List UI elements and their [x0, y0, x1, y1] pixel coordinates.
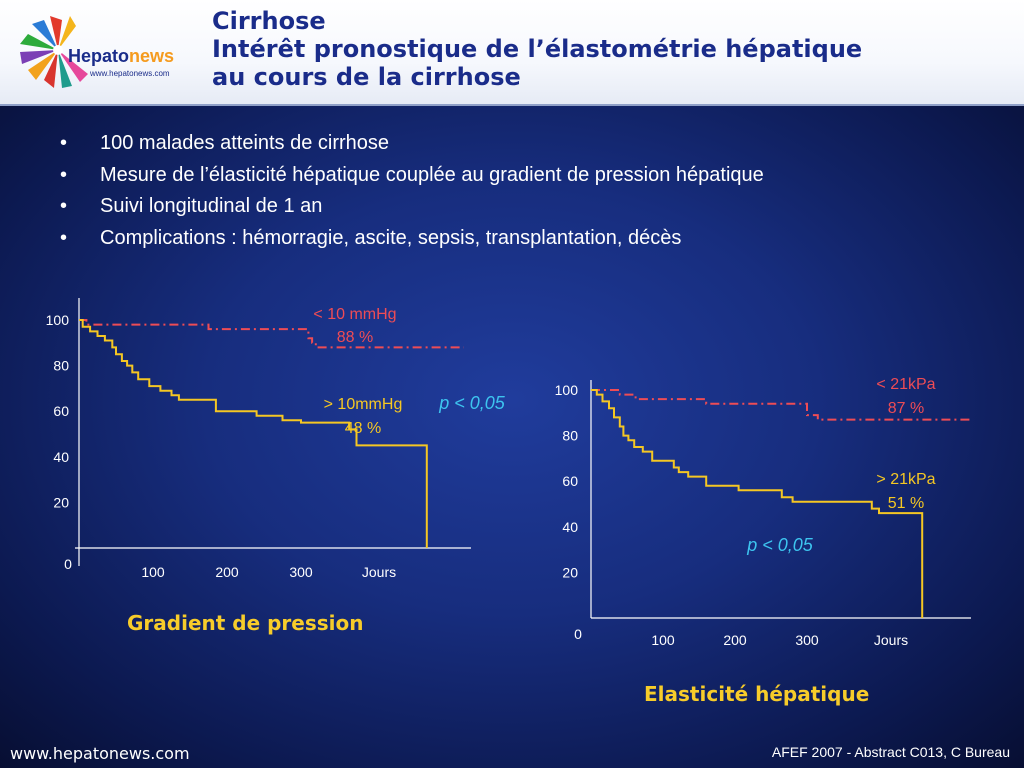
origin-label: 0 — [574, 626, 582, 642]
x-axis-label: Jours — [362, 564, 396, 580]
hepatonews-logo: Hepatonews www.hepatonews.com — [20, 16, 174, 88]
chart-caption-gradient: Gradient de pression — [127, 611, 364, 635]
y-tick-label: 80 — [562, 428, 578, 444]
series-high-line — [591, 389, 924, 618]
y-tick-label: 40 — [562, 519, 578, 535]
legend-high-value: 48 % — [345, 420, 381, 437]
slide-header: Hepatonews www.hepatonews.com Cirrhose I… — [0, 0, 1024, 106]
logo-star-icon — [20, 16, 88, 88]
chart-axes — [75, 298, 471, 566]
y-tick-label: 20 — [53, 494, 69, 510]
y-tick-label: 40 — [53, 449, 69, 465]
title-line-1: Cirrhose — [212, 7, 326, 35]
bullet-item: • Mesure de l’élasticité hépatique couplé… — [60, 160, 764, 192]
x-tick-label: 200 — [215, 564, 239, 580]
y-tick-label: 60 — [562, 473, 578, 489]
legend-low-label: < 21kPa — [876, 376, 935, 393]
legend-high-label: > 21kPa — [876, 471, 935, 488]
footer-website: www.hepatonews.com — [10, 744, 190, 763]
x-tick-label: 100 — [651, 632, 675, 648]
y-tick-label: 80 — [53, 358, 69, 374]
y-tick-label: 20 — [562, 564, 578, 580]
chart-caption-elasticite: Elasticité hépatique — [644, 682, 870, 706]
slide-title: Cirrhose Intérêt pronostique de l’élasto… — [212, 7, 862, 91]
series-low-line — [79, 319, 464, 349]
x-tick-label: 300 — [795, 632, 819, 648]
x-tick-label: 100 — [141, 564, 165, 580]
chart-axes — [590, 380, 971, 619]
origin-label: 0 — [64, 556, 72, 572]
legend-low-value: 87 % — [888, 400, 924, 417]
x-tick-label: 200 — [723, 632, 747, 648]
bullet-text: Suivi longitudinal de 1 an — [100, 195, 323, 217]
logo-brand-b: news — [129, 46, 174, 66]
x-axis-label: Jours — [874, 632, 908, 648]
bullet-item: • Complications : hémorragie, ascite, sep… — [60, 223, 764, 255]
legend-high-value: 51 % — [888, 495, 924, 512]
logo-brand-a: Hepato — [68, 46, 129, 66]
bullet-text: Mesure de l’élasticité hépatique couplée… — [100, 163, 764, 186]
p-value: p < 0,05 — [438, 393, 506, 413]
bullet-text: Complications : hémorragie, ascite, seps… — [100, 226, 682, 249]
title-line-3: au cours de la cirrhose — [212, 63, 521, 91]
legend-high-label: > 10mmHg — [324, 396, 403, 413]
y-tick-label: 100 — [46, 312, 70, 328]
series-high-line — [79, 319, 428, 548]
y-tick-label: 60 — [53, 403, 69, 419]
legend-low-label: < 10 mmHg — [313, 306, 396, 323]
logo-url: www.hepatonews.com — [89, 69, 170, 78]
bullet-icon: • — [60, 163, 68, 186]
title-line-2: Intérêt pronostique de l’élastométrie hé… — [212, 35, 863, 63]
bullet-list: • 100 malades atteints de cirrhose • Mesur… — [60, 128, 764, 254]
bullet-icon: • — [60, 132, 68, 154]
x-tick-label: 300 — [289, 564, 313, 580]
bullet-icon: • — [60, 195, 68, 217]
series-low-line — [591, 389, 973, 421]
p-value: p < 0,05 — [746, 535, 814, 555]
footer-source: AFEF 2007 - Abstract C013, C Bureau — [771, 744, 1010, 760]
legend-low-value: 88 % — [337, 329, 373, 346]
bullet-item: • Suivi longitudinal de 1 an — [60, 191, 764, 223]
bullet-text: 100 malades atteints de cirrhose — [100, 132, 390, 154]
bullet-item: • 100 malades atteints de cirrhose — [60, 128, 764, 160]
bullet-icon: • — [60, 226, 68, 249]
svg-text:Hepatonews: Hepatonews — [68, 46, 174, 66]
y-tick-label: 100 — [555, 382, 579, 398]
